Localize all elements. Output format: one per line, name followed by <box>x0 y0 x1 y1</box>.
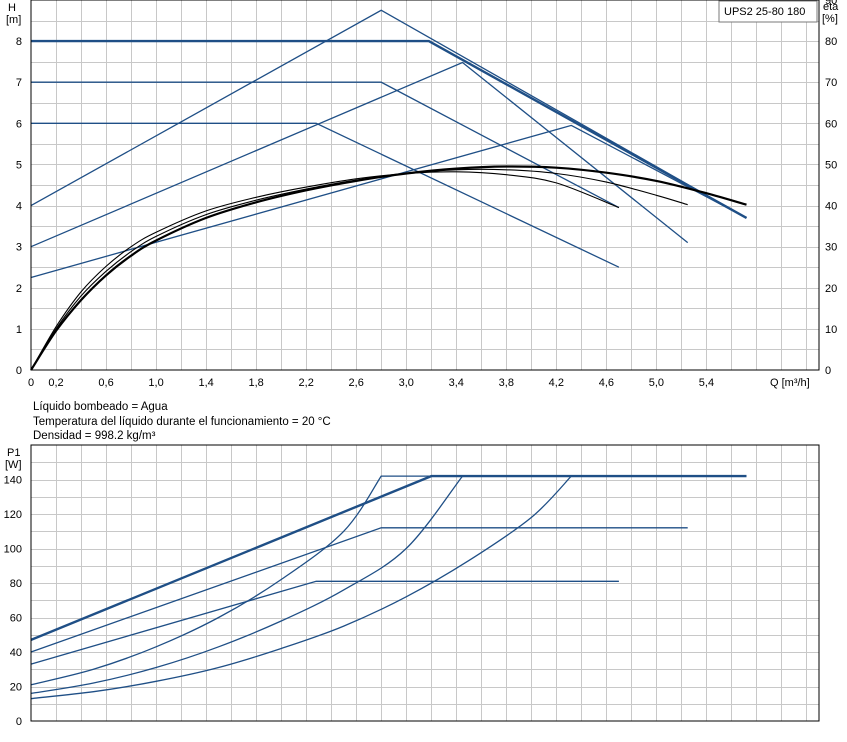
power-y-tick-label: 40 <box>10 647 22 659</box>
y-axis-unit: [m] <box>6 14 21 26</box>
x-tick-label: 5,4 <box>699 377 714 389</box>
x-tick-labels: 0 0,2 0,6 1,0 1,4 1,8 2,2 2,6 3,0 3,4 3,8 4,2 4,6 5,0… <box>28 377 714 389</box>
y2-tick-label: 60 <box>825 118 837 130</box>
fluid-notes: Líquido bombeado = Agua Temperatura del … <box>33 401 331 442</box>
power-curve-3 <box>30 580 619 665</box>
x-tick-label: 0,6 <box>98 377 113 389</box>
head-chart-frame <box>30 0 820 371</box>
head-curve-5 <box>30 61 689 248</box>
note-density: Densidad = 998.2 kg/m³ <box>33 430 156 442</box>
y2-tick-labels: 0 10 20 30 40 50 60 70 80 90 <box>825 0 837 377</box>
x-tick-label: 4,2 <box>549 377 564 389</box>
x-tick-label: 2,6 <box>349 377 364 389</box>
y2-tick-label: 0 <box>825 365 831 377</box>
y2-tick-label: 20 <box>825 283 837 295</box>
y2-tick-label: 50 <box>825 159 837 171</box>
y-axis-label: H <box>8 2 16 14</box>
head-curve-4 <box>30 9 747 219</box>
y2-tick-label: 10 <box>825 324 837 336</box>
x-tick-label: 1,4 <box>198 377 213 389</box>
x-tick-label: 2,2 <box>299 377 314 389</box>
y2-tick-label: 80 <box>825 36 837 48</box>
power-y-tick-label: 100 <box>4 544 22 556</box>
x-tick-label: 5,0 <box>649 377 664 389</box>
head-curve-1 <box>31 39 748 219</box>
power-y-tick-label: 60 <box>10 613 22 625</box>
head-chart-grid <box>31 0 819 370</box>
x-axis-label: Q [m³/h] <box>770 377 810 389</box>
y-tick-labels: 0 1 2 3 4 5 6 7 8 <box>16 36 22 377</box>
y-tick-label: 4 <box>16 201 22 213</box>
y2-tick-label: 30 <box>825 242 837 254</box>
power-curve-2 <box>30 527 688 653</box>
power-y-axis-unit: [W] <box>5 459 22 471</box>
power-curve-5 <box>30 475 747 695</box>
y2-tick-label: 70 <box>825 77 837 89</box>
power-chart-curves <box>30 474 747 700</box>
head-curve-7 <box>30 165 747 371</box>
x-tick-label: 1,0 <box>148 377 163 389</box>
y2-axis-unit: [%] <box>822 13 838 25</box>
y2-axis-label: eta <box>823 1 839 13</box>
head-efficiency-chart: 0 0,2 0,6 1,0 1,4 1,8 2,2 2,6 3,0 3,4 3,8 4,2 4,6 5,0… <box>6 0 839 389</box>
head-curve-9 <box>30 171 620 371</box>
power-chart-frame <box>30 444 820 722</box>
x-tick-label: 1,8 <box>248 377 263 389</box>
model-label: UPS2 25-80 180 <box>724 6 805 18</box>
x-tick-label: 0 <box>28 377 34 389</box>
power-y-tick-labels: 0 20 40 60 80 100 120 140 <box>4 475 22 729</box>
model-label-box <box>718 0 818 23</box>
head-chart-curves <box>30 9 748 371</box>
head-curve-3 <box>31 122 620 268</box>
power-curve-1 <box>30 474 747 642</box>
y-tick-label: 3 <box>16 242 22 254</box>
note-fluid: Líquido bombeado = Agua <box>33 401 168 413</box>
y2-tick-label: 90 <box>825 0 837 7</box>
y-tick-label: 2 <box>16 283 22 295</box>
power-curve-4 <box>30 475 747 686</box>
power-chart-grid <box>31 445 819 721</box>
power-y-tick-label: 140 <box>4 475 22 487</box>
x-tick-label: 4,6 <box>599 377 614 389</box>
power-y-axis-label: P1 <box>7 447 20 459</box>
y2-tick-label: 40 <box>825 201 837 213</box>
y-tick-label: 8 <box>16 36 22 48</box>
power-y-tick-label: 120 <box>4 509 22 521</box>
y-tick-label: 1 <box>16 324 22 336</box>
head-curve-2 <box>31 81 620 209</box>
x-tick-label: 3,0 <box>399 377 414 389</box>
power-y-tick-label: 80 <box>10 578 22 590</box>
x-tick-label: 3,4 <box>449 377 464 389</box>
head-curve-8 <box>30 168 688 371</box>
head-curve-6 <box>30 124 747 279</box>
y-tick-label: 7 <box>16 77 22 89</box>
y-tick-label: 6 <box>16 118 22 130</box>
power-chart: 0 20 40 60 80 100 120 140 P1 [W] <box>4 444 820 729</box>
y-tick-label: 5 <box>16 159 22 171</box>
x-tick-label: 3,8 <box>499 377 514 389</box>
note-temperature: Temperatura del líquido durante el funci… <box>33 416 331 428</box>
y-tick-label: 0 <box>16 365 22 377</box>
power-y-tick-label: 0 <box>16 716 22 728</box>
x-tick-label: 0,2 <box>48 377 63 389</box>
power-curve-6 <box>30 475 747 700</box>
power-y-tick-label: 20 <box>10 682 22 694</box>
